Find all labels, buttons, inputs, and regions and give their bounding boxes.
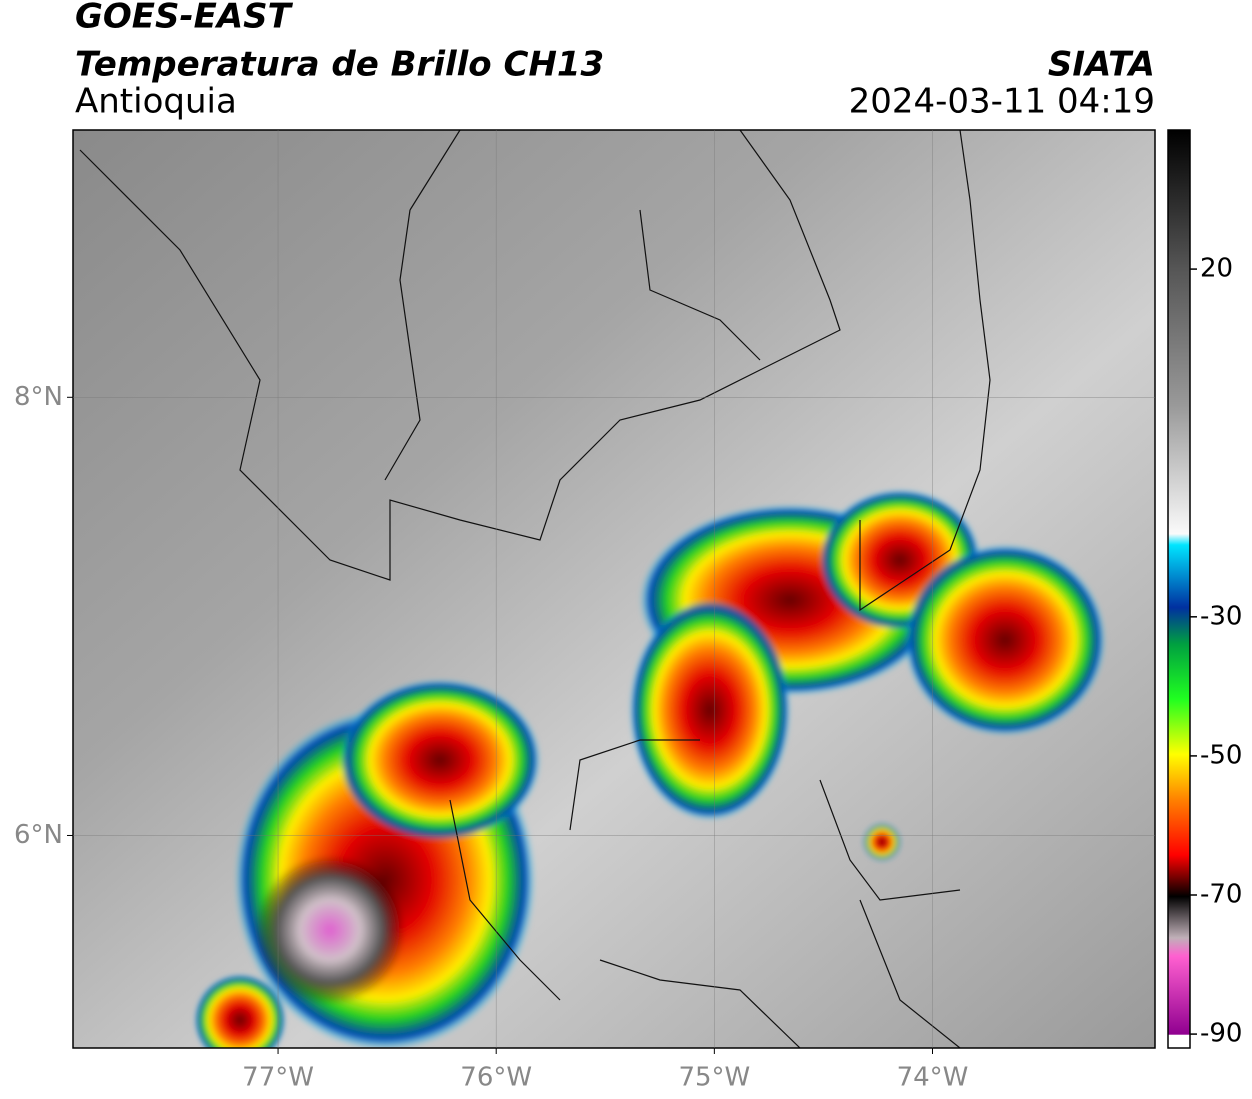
lon-tick-label: 74°W: [897, 1063, 969, 1093]
colorbar-tick-label: 20: [1200, 254, 1233, 284]
storm: [864, 824, 900, 860]
colorbar: [1167, 129, 1191, 1049]
storm-core: [255, 855, 405, 1005]
colorbar-tick-label: -70: [1200, 880, 1242, 910]
lon-tick-label: 77°W: [242, 1063, 314, 1093]
borders: [79, 130, 991, 1048]
colorbar-tick-label: -30: [1200, 601, 1242, 631]
datetime: 2024-03-11 04:19: [849, 82, 1155, 122]
storm: [630, 600, 790, 820]
lon-tick-label: 76°W: [460, 1063, 532, 1093]
storm: [905, 545, 1105, 735]
storm: [195, 975, 285, 1048]
colorbar-tick-label: -90: [1200, 1019, 1242, 1049]
storm: [340, 680, 540, 840]
lon-tick-label: 75°W: [678, 1063, 750, 1093]
title-line: Temperatura de Brillo CH13: [75, 45, 604, 85]
map-image: [73, 130, 1155, 1048]
region: Antioquia: [75, 82, 237, 122]
title-line: GOES-EAST: [75, 0, 294, 37]
lat-tick-label: 6°N: [14, 820, 63, 850]
map-frame: [72, 129, 1156, 1049]
lat-tick-label: 8°N: [14, 382, 63, 412]
colorbar-tick-label: -50: [1200, 740, 1242, 770]
organization: SIATA: [1048, 45, 1155, 85]
